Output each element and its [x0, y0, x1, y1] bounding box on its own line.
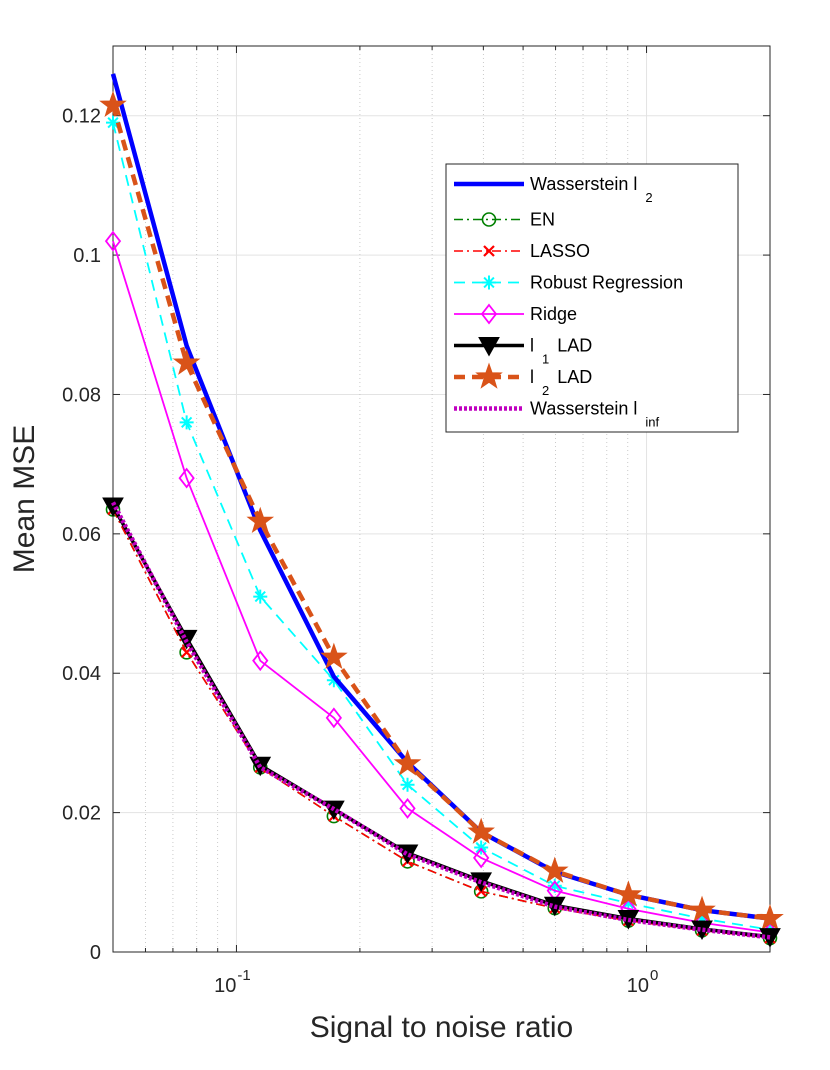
legend-marker: [475, 362, 503, 389]
data-point: [621, 896, 636, 911]
series-line: [110, 104, 771, 921]
y-tick-label: 0.08: [62, 384, 101, 406]
legend-marker: [482, 275, 496, 290]
legend-entry: Ridge: [454, 303, 577, 325]
legend-box: [445, 163, 739, 433]
data-point: [759, 928, 781, 948]
data-point: [614, 880, 643, 907]
grid: [112, 46, 771, 952]
data-point: [695, 911, 710, 926]
y-tick-label: 0.06: [62, 524, 101, 546]
data-point: [320, 642, 348, 669]
data-point: [178, 467, 195, 489]
data-point: [691, 920, 713, 941]
legend-label: LASSO: [530, 241, 590, 261]
legend-marker: [480, 303, 498, 325]
series-line: [112, 122, 771, 931]
data-point: [756, 904, 784, 931]
data-point: [688, 895, 716, 922]
data-point: [467, 817, 495, 844]
legend-entry: LASSO: [454, 241, 590, 261]
data-point: [393, 749, 422, 776]
y-tick-label: 0.12: [62, 106, 101, 128]
data-point: [106, 115, 120, 130]
series-line: [112, 240, 771, 934]
data-point: [99, 90, 127, 117]
legend-entry: EN: [454, 210, 555, 230]
data-point: [547, 878, 562, 893]
series-7: [111, 501, 771, 940]
legend-marker: [478, 337, 500, 357]
y-tick-label: 0.1: [73, 245, 101, 267]
data-point: [473, 847, 490, 869]
data-point: [253, 589, 268, 604]
x-axis-label: Signal to noise ratio: [310, 1011, 574, 1044]
data-point: [540, 856, 569, 883]
data-point: [102, 497, 124, 517]
data-point: [326, 673, 341, 688]
legend-entry: Robust Regression: [454, 273, 683, 293]
legend-marker: [483, 245, 495, 257]
series-line: [111, 501, 771, 940]
series-6: [99, 90, 784, 931]
data-point: [400, 777, 415, 792]
y-tick-label: 0.02: [62, 803, 101, 825]
series-layer: [99, 73, 784, 948]
data-point: [252, 650, 269, 672]
data-point: [325, 707, 343, 729]
legend-label: Robust Regression: [530, 273, 683, 293]
data-point: [399, 797, 416, 819]
y-tick-label: 0.04: [62, 663, 101, 685]
y-tick-label: 0: [90, 942, 101, 964]
legend-marker: [481, 212, 497, 227]
data-point: [104, 230, 122, 252]
data-point: [172, 348, 201, 375]
legend-label: EN: [530, 210, 555, 230]
y-axis-label: Mean MSE: [8, 425, 41, 573]
data-point: [179, 415, 194, 430]
data-point: [246, 506, 275, 534]
legend-label: Ridge: [530, 304, 577, 324]
series-line: [112, 509, 771, 939]
